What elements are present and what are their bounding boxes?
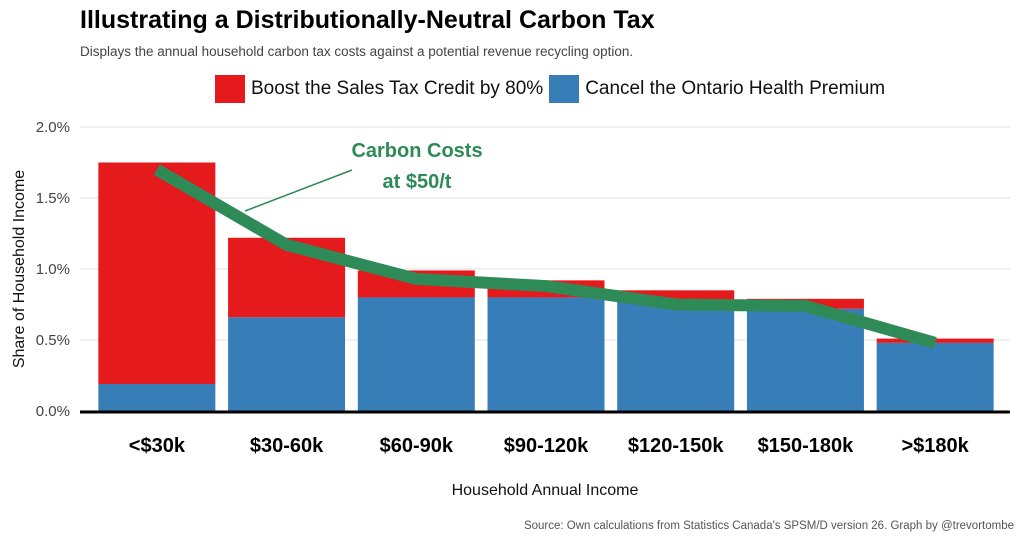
x-axis-title: Household Annual Income bbox=[452, 482, 639, 499]
legend-label: Boost the Sales Tax Credit by 80% bbox=[251, 78, 544, 99]
legend-item-health-premium: Cancel the Ontario Health Premium bbox=[549, 75, 885, 103]
legend-swatch-red bbox=[215, 75, 245, 103]
y-tick-label: 1.0% bbox=[36, 261, 70, 278]
x-tick-label: $120-150k bbox=[628, 435, 725, 457]
legend-swatch-blue bbox=[549, 75, 580, 103]
x-tick-label: $150-180k bbox=[758, 435, 855, 457]
bar-segment bbox=[487, 297, 605, 411]
legend-item-sales-tax: Boost the Sales Tax Credit by 80% bbox=[215, 75, 543, 103]
annotation-label: Carbon Costs bbox=[351, 140, 482, 162]
bar-segment bbox=[617, 290, 735, 302]
x-tick-label: >$180k bbox=[901, 435, 969, 457]
annotation-pointer bbox=[244, 169, 353, 212]
y-tick-label: 0.0% bbox=[36, 403, 70, 420]
bar-segment bbox=[98, 162, 216, 385]
annotation-label: at $50/t bbox=[383, 171, 452, 193]
chart-subtitle: Displays the annual household carbon tax… bbox=[80, 44, 634, 59]
bar-segment bbox=[357, 297, 475, 411]
y-tick-label: 0.5% bbox=[36, 332, 70, 349]
carbon-cost-line bbox=[153, 164, 937, 349]
bar-segment bbox=[98, 384, 216, 411]
x-tick-label: <$30k bbox=[129, 435, 186, 457]
x-tick-label: $90-120k bbox=[504, 435, 589, 457]
x-tick-label: $30-60k bbox=[250, 435, 324, 457]
y-tick-label: 1.5% bbox=[36, 190, 70, 207]
legend: Boost the Sales Tax Credit by 80% Cancel… bbox=[215, 75, 891, 103]
bar-segment bbox=[617, 301, 735, 411]
y-tick-label: 2.0% bbox=[36, 119, 70, 136]
bar-segment bbox=[876, 342, 994, 411]
chart-title: Illustrating a Distributionally-Neutral … bbox=[80, 6, 655, 34]
bar-segment bbox=[746, 308, 864, 411]
x-tick-label: $60-90k bbox=[380, 435, 454, 457]
y-axis-title: Share of Household Income bbox=[11, 170, 28, 368]
bar-segment bbox=[228, 317, 346, 411]
legend-label: Cancel the Ontario Health Premium bbox=[585, 78, 886, 99]
source-note: Source: Own calculations from Statistics… bbox=[523, 520, 1014, 532]
